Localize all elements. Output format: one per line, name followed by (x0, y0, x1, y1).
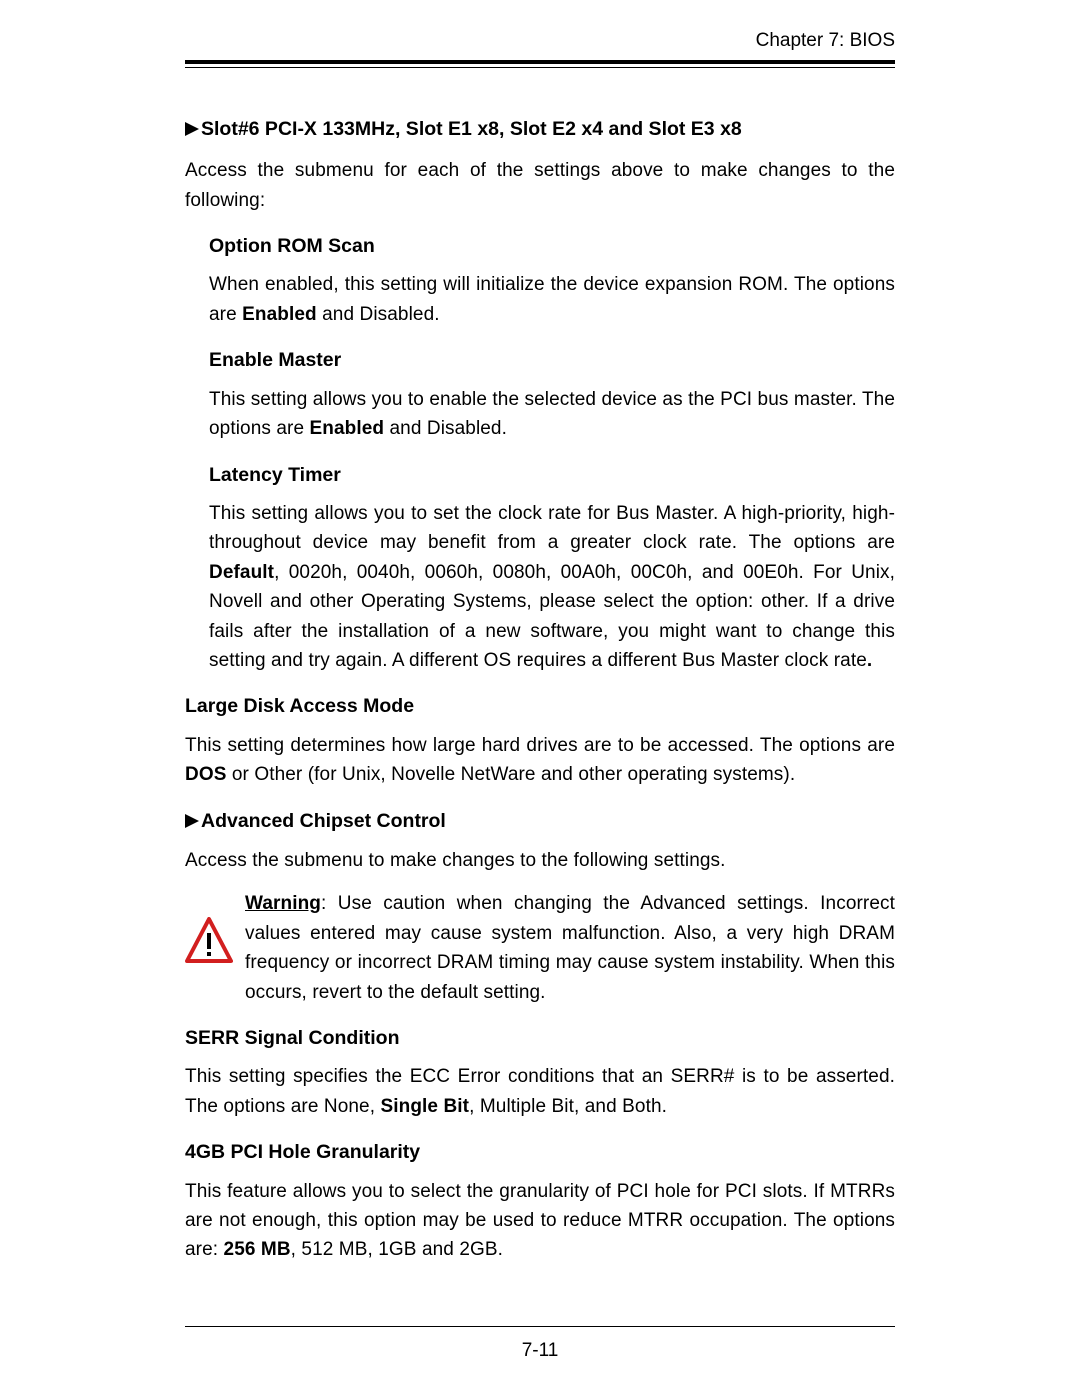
option-rom-post: and Disabled. (317, 304, 440, 325)
triangle-icon (185, 809, 199, 836)
enable-master-bold: Enabled (310, 418, 385, 439)
enable-master-post: and Disabled. (384, 418, 507, 439)
warning-text-wrap: Warning: Use caution when changing the A… (245, 889, 895, 1007)
heading-option-rom: Option ROM Scan (209, 233, 895, 260)
latency-pre: This setting allows you to set the clock… (209, 503, 895, 553)
latency-tail: . (867, 650, 872, 671)
warning-text: : Use caution when changing the Advanced… (245, 893, 895, 1002)
large-disk-bold: DOS (185, 764, 226, 785)
heading-large-disk: Large Disk Access Mode (185, 693, 895, 720)
heading-slot6: Slot#6 PCI-X 133MHz, Slot E1 x8, Slot E2… (185, 116, 895, 144)
warning-para: Warning: Use caution when changing the A… (245, 889, 895, 1007)
header-rule-thick (185, 60, 895, 64)
latency-text: This setting allows you to set the clock… (209, 499, 895, 676)
warning-icon (185, 917, 233, 965)
pci-hole-bold: 256 MB (224, 1239, 291, 1260)
large-disk-pre: This setting determines how large hard d… (185, 735, 895, 756)
serr-bold: Single Bit (380, 1096, 469, 1117)
heading-latency: Latency Timer (209, 462, 895, 489)
latency-post: , 0020h, 0040h, 0060h, 0080h, 00A0h, 00C… (209, 562, 895, 671)
serr-text: This setting specifies the ECC Error con… (185, 1062, 895, 1121)
pci-hole-post: , 512 MB, 1GB and 2GB. (291, 1239, 503, 1260)
heading-adv-chipset: Advanced Chipset Control (185, 808, 895, 836)
page: Chapter 7: BIOS Slot#6 PCI-X 133MHz, Slo… (0, 0, 1080, 1397)
latency-bold: Default (209, 562, 274, 583)
pci-hole-text: This feature allows you to select the gr… (185, 1177, 895, 1265)
serr-post: , Multiple Bit, and Both. (469, 1096, 667, 1117)
triangle-icon (185, 117, 199, 144)
content: Slot#6 PCI-X 133MHz, Slot E1 x8, Slot E2… (185, 68, 895, 1265)
option-rom-text: When enabled, this setting will initiali… (209, 270, 895, 329)
heading-enable-master: Enable Master (209, 347, 895, 374)
warning-block: Warning: Use caution when changing the A… (185, 889, 895, 1007)
footer-rule (185, 1326, 895, 1327)
option-rom-bold: Enabled (242, 304, 317, 325)
heading-pci-hole: 4GB PCI Hole Granularity (185, 1139, 895, 1166)
slot6-intro: Access the submenu for each of the setti… (185, 156, 895, 215)
warning-icon-wrap (185, 889, 233, 970)
enable-master-text: This setting allows you to enable the se… (209, 385, 895, 444)
large-disk-text: This setting determines how large hard d… (185, 731, 895, 790)
heading-slot6-text: Slot#6 PCI-X 133MHz, Slot E1 x8, Slot E2… (201, 118, 742, 140)
adv-chipset-intro: Access the submenu to make changes to th… (185, 846, 895, 875)
large-disk-post: or Other (for Unix, Novelle NetWare and … (226, 764, 795, 785)
page-number: 7-11 (0, 1340, 1080, 1362)
warning-label: Warning (245, 893, 321, 914)
chapter-header: Chapter 7: BIOS (185, 30, 895, 60)
heading-adv-chipset-text: Advanced Chipset Control (201, 810, 446, 832)
heading-serr: SERR Signal Condition (185, 1025, 895, 1052)
